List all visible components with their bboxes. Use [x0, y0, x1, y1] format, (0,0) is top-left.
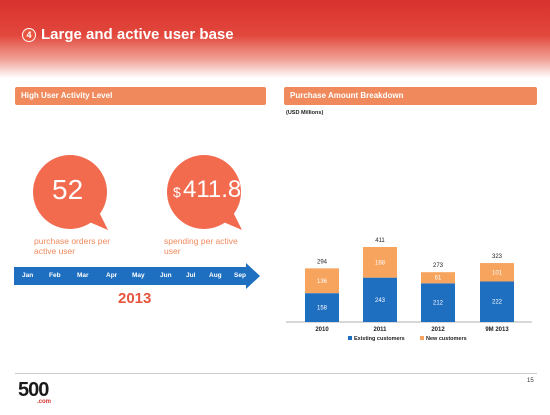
data-label-new-9m-2013: 101: [492, 270, 503, 276]
footer-divider: [15, 373, 537, 374]
spending-caption-1: spending per active: [164, 236, 238, 246]
timeline-year: 2013: [118, 290, 152, 307]
x-tick-label-2010: 2010: [315, 327, 329, 333]
data-label-new-2010: 136: [317, 279, 328, 285]
currency-symbol: $: [173, 184, 181, 200]
data-label-existing-2011: 243: [375, 298, 386, 304]
month-aug: Aug: [209, 272, 222, 279]
month-jun: Jun: [160, 272, 172, 279]
x-tick-label-2012: 2012: [431, 327, 445, 333]
purchase-orders-caption-1: purchase orders per: [34, 236, 111, 246]
page-number: 15: [527, 378, 534, 384]
month-mar: Mar: [77, 272, 89, 279]
total-label-9m-2013: 323: [492, 254, 503, 260]
bar-existing-2011: [363, 277, 397, 322]
total-label-2010: 294: [317, 259, 328, 265]
legend-swatch-existing: [348, 336, 352, 340]
data-label-existing-2012: 212: [433, 301, 444, 307]
bar-new-9m-2013: [480, 263, 514, 282]
bar-existing-2010: [305, 293, 339, 322]
bar-existing-9m-2013: [480, 281, 514, 322]
purchase-breakdown-chart: (USD Millions) 158 136 294 2010 243 168 411 2011…: [286, 110, 532, 342]
month-jul: Jul: [186, 272, 196, 279]
header-banner: [0, 0, 550, 78]
data-label-existing-2010: 158: [317, 306, 328, 312]
legend-label-new: New customers: [426, 336, 467, 342]
bar-new-2012: [421, 272, 455, 284]
speech-bubble-icon: [33, 155, 108, 230]
legend-swatch-new: [420, 336, 424, 340]
x-tick-label-2011: 2011: [373, 327, 387, 333]
x-tick-label-9m-2013: 9M 2013: [485, 327, 509, 333]
right-section-title: Purchase Amount Breakdown: [284, 87, 537, 105]
total-label-2011: 411: [375, 238, 385, 244]
data-label-new-2011: 168: [375, 260, 386, 266]
company-logo: 500 .com: [18, 379, 52, 405]
slide-title: Large and active user base: [41, 26, 234, 43]
total-label-2012: 273: [433, 263, 444, 269]
month-feb: Feb: [49, 272, 61, 279]
month-jan: Jan: [22, 272, 34, 279]
data-label-existing-9m-2013: 222: [492, 300, 503, 306]
speech-bubble-icon: [167, 155, 242, 230]
slide-number-badge: 4: [22, 28, 36, 42]
purchase-orders-caption-2: active user: [34, 246, 76, 256]
bar-new-2010: [305, 268, 339, 294]
bar-new-2011: [363, 246, 397, 278]
month-may: May: [132, 272, 145, 279]
spending-caption-2: user: [164, 246, 181, 256]
chart-unit-label: (USD Millions): [286, 110, 323, 116]
left-section-title: High User Activity Level: [15, 87, 266, 105]
month-sep: Sep: [234, 272, 246, 279]
bar-existing-2012: [421, 283, 455, 322]
slide-number: 4: [23, 29, 35, 41]
data-label-new-2012: 61: [435, 276, 442, 282]
legend-label-existing: Existing customers: [354, 336, 405, 342]
spending-value: 411.8: [183, 176, 242, 203]
purchase-orders-value: 52: [52, 174, 84, 205]
month-apr: Apr: [106, 272, 118, 279]
timeline-arrow: [14, 263, 260, 289]
